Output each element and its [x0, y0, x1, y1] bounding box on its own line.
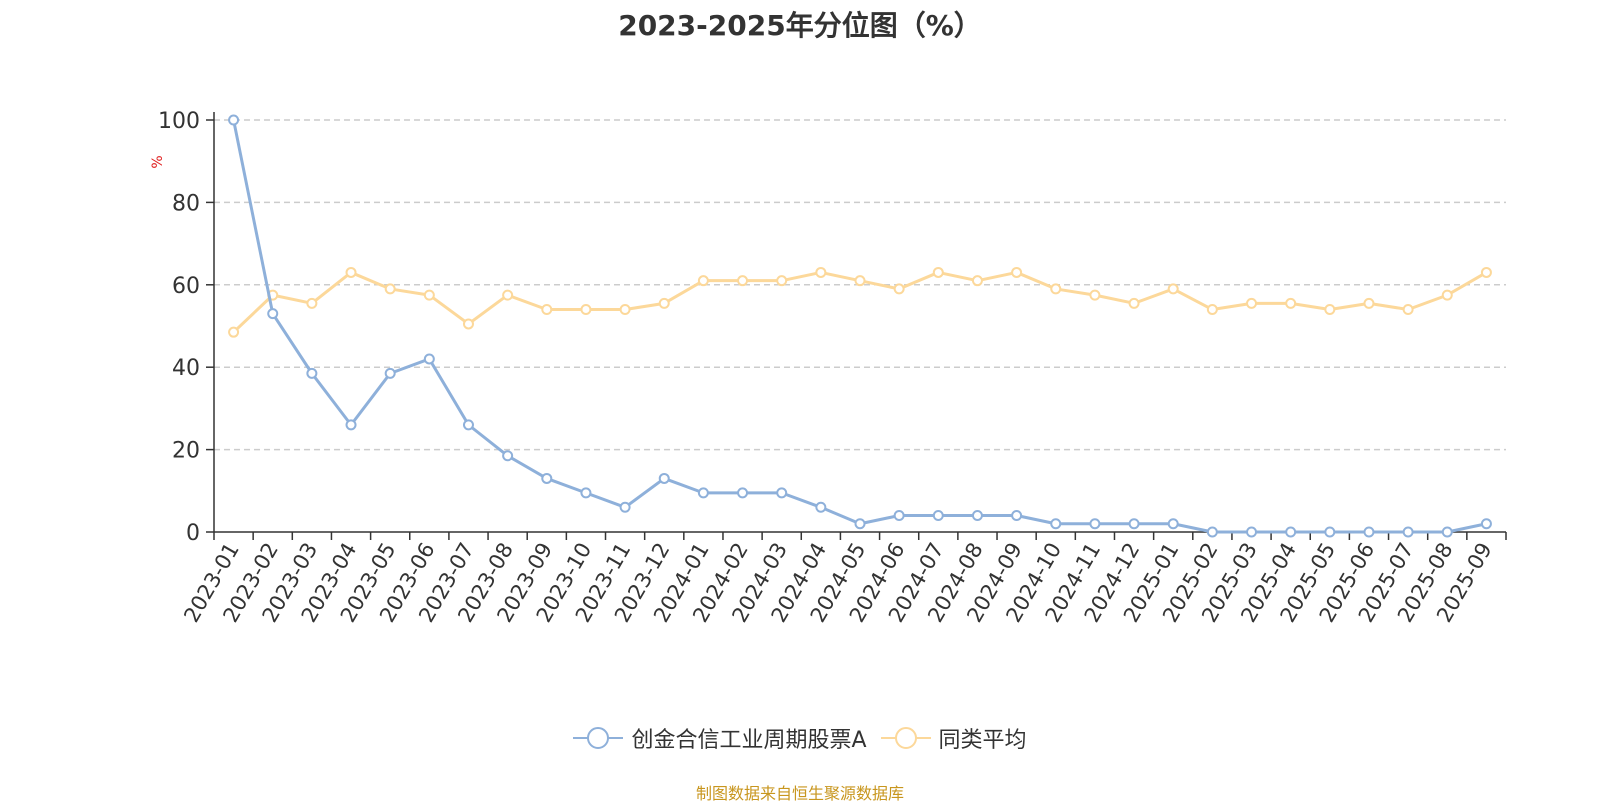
data-point-0 — [1402, 526, 1414, 538]
y-tick-label: 100 — [158, 109, 200, 134]
data-point-1 — [854, 275, 866, 287]
y-tick-label: 60 — [172, 274, 200, 299]
data-point-1 — [345, 266, 357, 278]
data-point-1 — [1089, 289, 1101, 301]
data-point-0 — [267, 308, 279, 320]
data-point-1 — [1285, 297, 1297, 309]
data-point-1 — [1011, 266, 1023, 278]
data-point-0 — [1128, 518, 1140, 530]
data-point-0 — [1246, 526, 1258, 538]
data-point-0 — [423, 353, 435, 365]
data-point-1 — [1246, 297, 1258, 309]
legend-label-fund: 创金合信工业周期股票A — [631, 728, 867, 753]
chart-legend: 创金合信工业周期股票A 同类平均 — [0, 722, 1600, 754]
data-point-1 — [306, 297, 318, 309]
data-point-0 — [1011, 510, 1023, 522]
data-point-1 — [815, 266, 827, 278]
data-point-0 — [1167, 518, 1179, 530]
data-point-1 — [502, 289, 514, 301]
data-point-1 — [1128, 297, 1140, 309]
data-point-0 — [228, 114, 240, 126]
chart-title: 2023-2025年分位图（%） — [618, 9, 982, 42]
data-point-0 — [658, 472, 670, 484]
data-point-0 — [737, 487, 749, 499]
data-point-0 — [971, 510, 983, 522]
data-point-0 — [1206, 526, 1218, 538]
data-point-0 — [580, 487, 592, 499]
data-point-1 — [1167, 283, 1179, 295]
data-point-0 — [619, 501, 631, 513]
data-point-1 — [228, 326, 240, 338]
data-point-1 — [971, 275, 983, 287]
data-point-1 — [658, 297, 670, 309]
y-axis-label: % — [150, 155, 166, 168]
data-point-0 — [1324, 526, 1336, 538]
data-point-1 — [1441, 289, 1453, 301]
data-point-0 — [893, 510, 905, 522]
data-point-1 — [462, 318, 474, 330]
data-point-1 — [384, 283, 396, 295]
legend-item-average[interactable]: 同类平均 — [880, 722, 1027, 754]
y-tick-label: 40 — [172, 356, 200, 381]
data-point-1 — [697, 275, 709, 287]
data-point-0 — [502, 450, 514, 462]
data-point-1 — [580, 304, 592, 316]
legend-marker-average — [880, 727, 931, 749]
data-point-0 — [815, 501, 827, 513]
data-point-0 — [854, 518, 866, 530]
legend-label-average: 同类平均 — [938, 728, 1027, 753]
line-chart: 020406080100%2023-012023-022023-032023-0… — [150, 109, 1507, 626]
data-point-0 — [1441, 526, 1453, 538]
data-point-0 — [1050, 518, 1062, 530]
data-point-1 — [932, 266, 944, 278]
data-point-1 — [541, 304, 553, 316]
data-point-0 — [932, 510, 944, 522]
source-note: 制图数据来自恒生聚源数据库 — [695, 784, 904, 803]
data-point-0 — [306, 367, 318, 379]
data-point-1 — [737, 275, 749, 287]
y-tick-label: 0 — [186, 521, 200, 546]
series-line-0 — [232, 119, 1487, 534]
data-point-0 — [1089, 518, 1101, 530]
legend-item-fund[interactable]: 创金合信工业周期股票A — [573, 722, 867, 754]
data-point-0 — [462, 419, 474, 431]
data-point-1 — [1050, 283, 1062, 295]
data-point-0 — [541, 472, 553, 484]
data-point-0 — [776, 487, 788, 499]
data-point-0 — [1363, 526, 1375, 538]
data-point-0 — [1480, 518, 1492, 530]
data-point-1 — [1363, 297, 1375, 309]
data-point-0 — [384, 367, 396, 379]
data-point-0 — [697, 487, 709, 499]
data-point-1 — [776, 275, 788, 287]
legend-marker-fund — [573, 727, 624, 749]
data-point-1 — [893, 283, 905, 295]
data-point-0 — [1285, 526, 1297, 538]
data-point-1 — [1206, 304, 1218, 316]
data-point-1 — [1402, 304, 1414, 316]
y-tick-label: 20 — [172, 439, 200, 464]
data-point-1 — [423, 289, 435, 301]
data-point-0 — [345, 419, 357, 431]
y-tick-label: 80 — [172, 191, 200, 216]
data-point-1 — [1324, 304, 1336, 316]
data-point-1 — [1480, 266, 1492, 278]
data-point-1 — [619, 304, 631, 316]
